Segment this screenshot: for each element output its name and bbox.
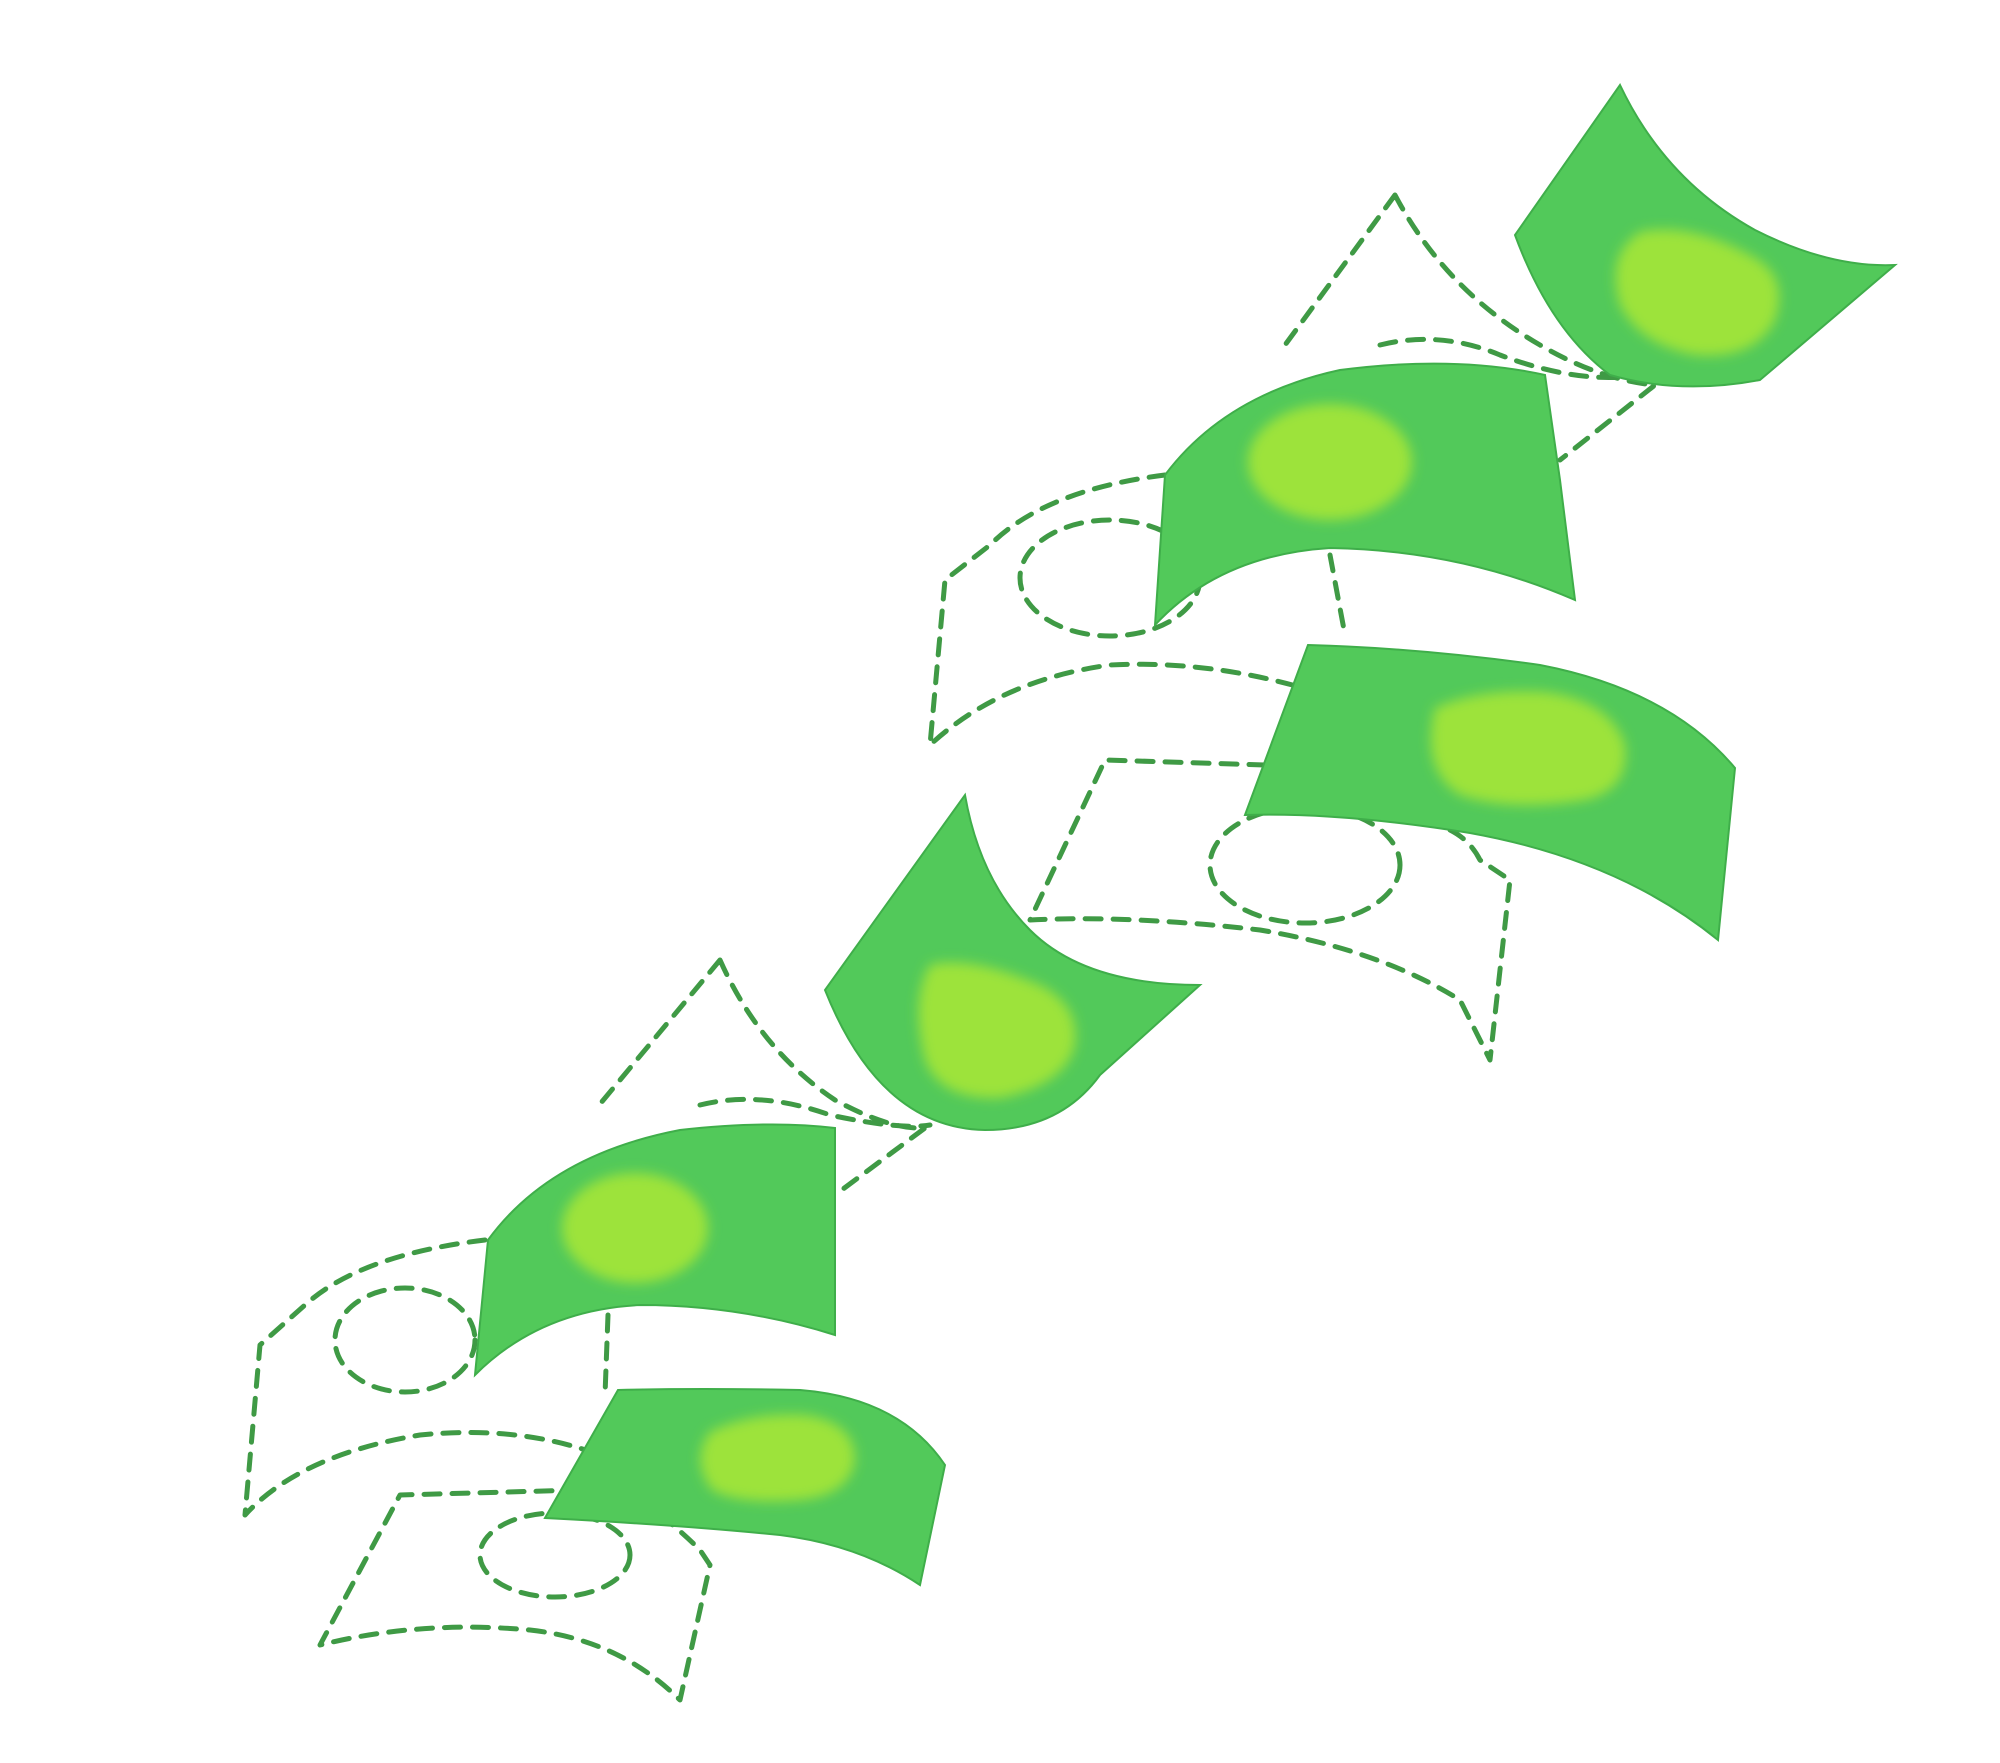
bill-center-oval-4 xyxy=(918,962,1076,1099)
bill-center-oval-3 xyxy=(1430,691,1626,805)
dashed-outline-group xyxy=(242,192,1658,1703)
dashed-bill-outline-1 xyxy=(1282,192,1658,463)
money-bill-5 xyxy=(473,1123,836,1378)
dashed-bill-outline-5 xyxy=(242,1237,611,1518)
money-bill-3 xyxy=(1243,643,1737,942)
money-bill-4 xyxy=(823,792,1203,1132)
dashed-center-oval-3 xyxy=(1207,804,1403,926)
bill-center-oval-1 xyxy=(1615,229,1780,356)
bills-group xyxy=(473,83,1898,1587)
dashed-center-oval-5 xyxy=(332,1285,478,1395)
money-bill-2 xyxy=(1153,362,1577,628)
dashed-center-oval-6 xyxy=(477,1510,633,1600)
bill-center-oval-5 xyxy=(562,1173,708,1283)
bill-center-oval-2 xyxy=(1248,404,1412,520)
bill-center-oval-6 xyxy=(700,1414,855,1502)
money-bill-1 xyxy=(1513,83,1898,388)
money-bill-6 xyxy=(543,1388,947,1587)
dashed-bill-outline-4 xyxy=(592,957,933,1198)
